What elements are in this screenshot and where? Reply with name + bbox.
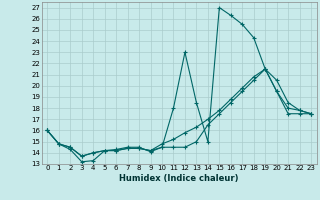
X-axis label: Humidex (Indice chaleur): Humidex (Indice chaleur) [119,174,239,183]
